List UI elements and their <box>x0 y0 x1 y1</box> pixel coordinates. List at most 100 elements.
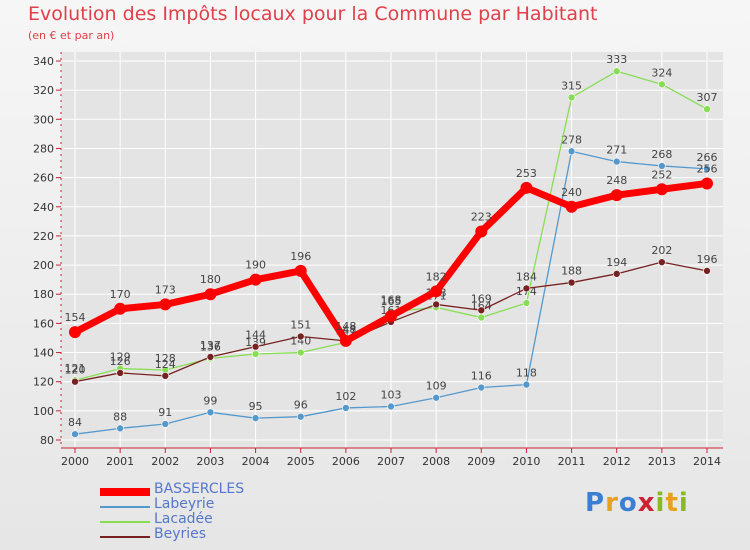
x-tick-label: 2003 <box>196 455 224 468</box>
data-point <box>161 372 170 380</box>
data-point <box>703 267 711 275</box>
data-point <box>296 412 305 421</box>
logo-letter: i <box>678 488 689 518</box>
x-tick-label: 2011 <box>558 455 586 468</box>
data-label: 169 <box>471 292 492 305</box>
chart-subtitle: (en € et par an) <box>28 29 115 42</box>
data-label: 154 <box>65 311 86 324</box>
data-label: 194 <box>606 256 627 269</box>
data-point <box>567 93 576 102</box>
data-point <box>249 273 262 286</box>
data-label: 202 <box>651 244 672 257</box>
logo-letter: r <box>605 488 619 518</box>
y-tick-label: 320 <box>33 84 54 97</box>
x-tick-label: 2010 <box>512 455 540 468</box>
data-label: 324 <box>651 66 672 79</box>
data-point <box>116 424 124 433</box>
legend-label: BASSERCLES <box>154 481 245 497</box>
data-label: 99 <box>203 394 217 407</box>
data-point <box>114 302 127 315</box>
data-point <box>116 369 124 377</box>
data-point <box>703 165 711 173</box>
data-point <box>204 288 217 301</box>
logo-letter: t <box>665 488 679 518</box>
x-tick-label: 2005 <box>287 455 315 468</box>
data-point <box>612 270 621 278</box>
data-label: 126 <box>110 355 131 368</box>
y-tick-label: 140 <box>33 347 54 360</box>
data-label: 121 <box>65 362 86 375</box>
y-tick-label: 300 <box>33 113 54 126</box>
x-tick-label: 2004 <box>242 455 270 468</box>
data-label: 96 <box>294 399 308 412</box>
data-point <box>701 177 713 190</box>
legend-label: Beyries <box>154 526 207 542</box>
data-point <box>658 162 666 170</box>
legend-swatch <box>100 488 150 496</box>
data-label: 278 <box>561 133 582 146</box>
data-label: 252 <box>651 168 672 181</box>
data-point <box>339 334 352 347</box>
data-label: 168 <box>381 294 402 307</box>
data-label: 182 <box>426 270 447 283</box>
x-tick-label: 2014 <box>693 455 721 468</box>
data-label: 268 <box>651 148 672 161</box>
data-point <box>703 105 711 113</box>
y-tick-label: 80 <box>40 434 54 447</box>
data-point <box>430 285 443 298</box>
y-tick-label: 260 <box>33 172 54 185</box>
data-point <box>251 350 260 358</box>
data-label: 333 <box>606 53 627 66</box>
data-label: 124 <box>155 358 176 371</box>
y-tick-label: 280 <box>33 142 54 155</box>
data-point <box>658 80 666 89</box>
data-point <box>522 284 531 293</box>
data-label: 196 <box>290 250 311 263</box>
data-label: 173 <box>155 283 176 296</box>
data-point <box>71 377 79 386</box>
legend-swatch <box>100 536 150 538</box>
y-tick-label: 340 <box>33 55 54 68</box>
data-point <box>477 383 486 392</box>
x-tick-label: 2008 <box>422 455 450 468</box>
proxiti-logo: Proxiti <box>585 488 689 518</box>
legend-label: Labeyrie <box>154 496 215 512</box>
data-label: 307 <box>697 91 718 104</box>
data-point <box>658 258 666 266</box>
logo-letter: P <box>585 488 606 518</box>
data-point <box>565 200 578 213</box>
data-point <box>387 402 395 411</box>
x-tick-label: 2012 <box>603 455 631 468</box>
data-point <box>612 157 621 166</box>
data-label: 190 <box>245 259 266 272</box>
data-label: 188 <box>561 265 582 278</box>
y-tick-label: 120 <box>33 376 54 389</box>
data-point <box>477 313 486 322</box>
data-point <box>475 225 488 238</box>
data-label: 116 <box>471 370 492 383</box>
data-label: 88 <box>113 410 127 423</box>
data-label: 256 <box>697 162 718 175</box>
legend-swatch <box>100 521 150 523</box>
logo-letter: o <box>618 488 638 518</box>
data-point <box>522 380 531 389</box>
data-point <box>161 420 170 428</box>
legend-swatch <box>100 506 150 508</box>
data-point <box>432 300 440 309</box>
data-point <box>522 299 531 307</box>
data-point <box>206 408 215 417</box>
data-point <box>655 183 668 196</box>
data-label: 118 <box>516 367 537 380</box>
data-label: 184 <box>516 270 537 283</box>
data-point <box>71 430 79 438</box>
y-tick-label: 160 <box>33 317 54 330</box>
data-label: 253 <box>516 167 537 180</box>
data-point <box>251 414 260 422</box>
y-tick-label: 100 <box>33 405 54 418</box>
data-label: 109 <box>426 380 447 393</box>
data-point <box>567 278 576 287</box>
data-point <box>520 181 533 194</box>
data-label: 170 <box>110 288 131 301</box>
